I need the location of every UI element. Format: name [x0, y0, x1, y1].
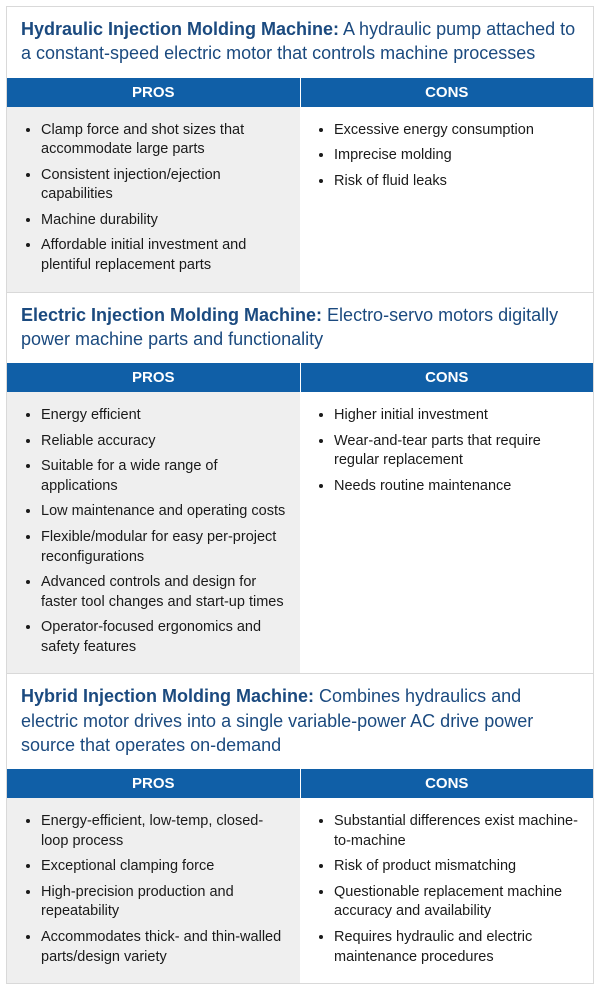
- cons-cell: Higher initial investment Wear-and-tear p…: [300, 392, 593, 673]
- column-header-row: PROSCONS: [7, 769, 593, 798]
- cons-header: CONS: [300, 363, 594, 392]
- pros-list: Clamp force and shot sizes that accommod…: [19, 121, 288, 276]
- list-item: Operator-focused ergonomics and safety f…: [41, 618, 288, 657]
- column-header-row: PROSCONS: [7, 78, 593, 107]
- section-title-bold: Hydraulic Injection Molding Machine:: [21, 19, 339, 39]
- cons-list: Excessive energy consumption Imprecise mo…: [312, 121, 581, 192]
- body-row: Energy efficient Reliable accuracy Suitabl…: [7, 392, 593, 673]
- list-item: Affordable initial investment and plenti…: [41, 236, 288, 275]
- section-title: Hydraulic Injection Molding Machine: A h…: [7, 7, 593, 78]
- section-title-bold: Hybrid Injection Molding Machine:: [21, 686, 314, 706]
- section-title: Hybrid Injection Molding Machine: Combin…: [7, 674, 593, 769]
- section-card: Hydraulic Injection Molding Machine: A h…: [6, 6, 594, 293]
- body-row: Clamp force and shot sizes that accommod…: [7, 107, 593, 292]
- pros-cell: Energy-efficient, low-temp, closed-loop …: [7, 798, 300, 983]
- list-item: Suitable for a wide range of application…: [41, 457, 288, 496]
- list-item: Needs routine maintenance: [334, 477, 581, 497]
- list-item: Wear-and-tear parts that require regular…: [334, 432, 581, 471]
- list-item: Substantial differences exist machine-to…: [334, 812, 581, 851]
- cons-list: Higher initial investment Wear-and-tear p…: [312, 406, 581, 496]
- pros-cell: Energy efficient Reliable accuracy Suitabl…: [7, 392, 300, 673]
- list-item: Accommodates thick- and thin-walled part…: [41, 928, 288, 967]
- comparison-table: Hydraulic Injection Molding Machine: A h…: [6, 6, 594, 984]
- pros-list: Energy-efficient, low-temp, closed-loop …: [19, 812, 288, 967]
- list-item: Imprecise molding: [334, 146, 581, 166]
- column-header-row: PROSCONS: [7, 363, 593, 392]
- cons-header: CONS: [300, 769, 594, 798]
- pros-cell: Clamp force and shot sizes that accommod…: [7, 107, 300, 292]
- list-item: Higher initial investment: [334, 406, 581, 426]
- list-item: Machine durability: [41, 211, 288, 231]
- cons-list: Substantial differences exist machine-to…: [312, 812, 581, 967]
- body-row: Energy-efficient, low-temp, closed-loop …: [7, 798, 593, 983]
- pros-header: PROS: [7, 769, 300, 798]
- list-item: Risk of product mismatching: [334, 857, 581, 877]
- list-item: Reliable accuracy: [41, 432, 288, 452]
- list-item: Low maintenance and operating costs: [41, 502, 288, 522]
- list-item: Exceptional clamping force: [41, 857, 288, 877]
- list-item: High-precision production and repeatabil…: [41, 883, 288, 922]
- cons-cell: Excessive energy consumption Imprecise mo…: [300, 107, 593, 292]
- pros-header: PROS: [7, 363, 300, 392]
- list-item: Energy efficient: [41, 406, 288, 426]
- cons-cell: Substantial differences exist machine-to…: [300, 798, 593, 983]
- section-card: Hybrid Injection Molding Machine: Combin…: [6, 674, 594, 984]
- list-item: Flexible/modular for easy per-project re…: [41, 528, 288, 567]
- list-item: Clamp force and shot sizes that accommod…: [41, 121, 288, 160]
- list-item: Requires hydraulic and electric maintena…: [334, 928, 581, 967]
- section-card: Electric Injection Molding Machine: Elec…: [6, 293, 594, 675]
- section-title-bold: Electric Injection Molding Machine:: [21, 305, 322, 325]
- pros-header: PROS: [7, 78, 300, 107]
- cons-header: CONS: [300, 78, 594, 107]
- section-title: Electric Injection Molding Machine: Elec…: [7, 293, 593, 364]
- list-item: Risk of fluid leaks: [334, 172, 581, 192]
- list-item: Consistent injection/ejection capabiliti…: [41, 166, 288, 205]
- list-item: Energy-efficient, low-temp, closed-loop …: [41, 812, 288, 851]
- pros-list: Energy efficient Reliable accuracy Suitabl…: [19, 406, 288, 657]
- list-item: Advanced controls and design for faster …: [41, 573, 288, 612]
- list-item: Excessive energy consumption: [334, 121, 581, 141]
- list-item: Questionable replacement machine accurac…: [334, 883, 581, 922]
